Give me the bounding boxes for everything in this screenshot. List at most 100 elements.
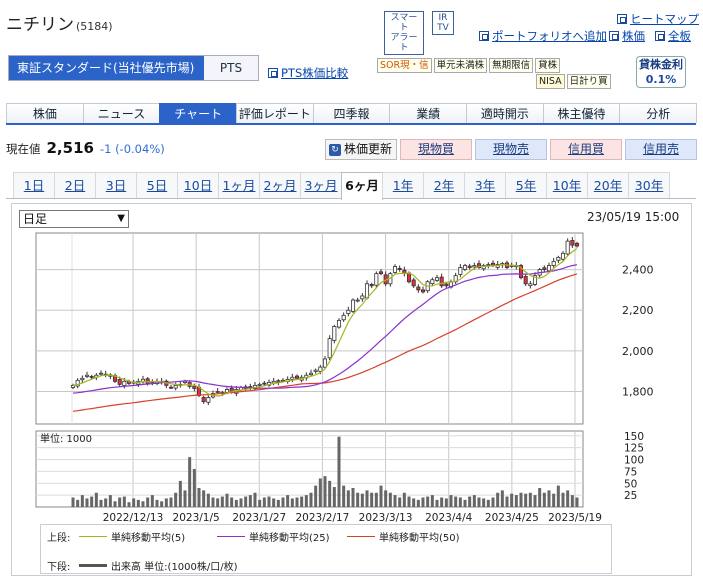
volume-bar [178,480,182,507]
period-tab[interactable]: 1ヶ月 [218,172,260,198]
volume-bar [188,457,192,507]
ir-tv-button[interactable]: IR TV [432,11,454,35]
window-icon [268,68,278,78]
stock-code: (5184) [76,20,113,33]
volume-bar [258,499,262,507]
date-tick-label: 2023/2/17 [296,512,350,524]
candle-body [215,391,220,393]
candle-body [346,309,351,314]
volume-bar [561,492,565,507]
nav-tab[interactable]: 適時開示 [466,103,544,123]
volume-bar [94,492,98,507]
date-tick-label: 2023/5/19 [548,512,602,524]
candle-body [444,283,449,287]
volume-bar [169,497,173,507]
volume-bar [524,493,528,507]
candle-body [336,319,342,328]
candle-body [364,283,370,299]
volume-bar [477,497,481,507]
spot-buy-button[interactable]: 現物買 [400,139,472,160]
period-tab[interactable]: 2日 [54,172,96,198]
date-tick-label: 2023/3/13 [359,512,413,524]
volume-bar [160,501,164,507]
volume-bar [206,493,210,507]
volume-bar [388,492,392,507]
candle-body [556,256,561,261]
nav-tab[interactable]: 評価レポート [236,103,314,123]
nav-tab[interactable]: 株価 [6,103,84,123]
nav-tab[interactable]: 業績 [389,103,468,123]
nav-tab[interactable]: チャート [159,103,238,123]
candle-body [98,372,104,375]
volume-bar [253,492,257,507]
smart-alert-button[interactable]: スマート アラート [384,11,424,55]
period-tab[interactable]: 3年 [464,172,506,198]
volume-bar [542,492,546,507]
volume-bar [113,501,117,507]
price-tick-label: 1,800 [622,385,654,398]
volume-bar [127,502,131,507]
legend-ma5: 単純移動平均(5) [79,529,185,544]
margin-buy-button[interactable]: 信用買 [550,139,622,160]
candle-body [528,283,533,287]
lending-rate-badge[interactable]: 貸株金利 0.1% [636,56,686,88]
refresh-button[interactable]: ↻ 株価更新 [325,139,397,160]
candle-body [378,271,384,275]
stock-price-link-text[interactable]: 株価 [622,29,645,43]
volume-bar [510,493,514,507]
full-board-link[interactable]: 全板 [655,28,691,44]
period-tab[interactable]: 6ヶ月 [341,172,383,200]
pts-compare-link[interactable]: PTS株価比較 [268,65,348,81]
volume-bar [220,496,224,507]
volume-bar [393,495,397,507]
nav-tab[interactable]: ニュース [82,103,161,123]
period-tab[interactable]: 10日 [177,172,219,198]
period-tab[interactable]: 2年 [423,172,465,198]
market-tse-standard[interactable]: 東証スタンダード(当社優先市場) [9,56,204,80]
market-pts[interactable]: PTS [204,56,258,80]
period-tab[interactable]: 1年 [382,172,424,198]
heatmap-link[interactable]: ヒートマップ [617,11,699,27]
date-tick-label: 2023/1/27 [232,512,286,524]
portfolio-link-text[interactable]: ポートフォリオへ追加 [492,29,607,43]
period-tab[interactable]: 20年 [587,172,629,198]
tag-lending: 貸株 [535,58,561,73]
candle-body [313,369,318,372]
legend-ma50-label: 単純移動平均(50) [379,533,460,544]
volume-bar [505,496,509,507]
candle-body [350,299,356,312]
candle-body [294,375,300,379]
volume-bar [421,497,425,507]
nav-tab[interactable]: 四季報 [312,103,391,123]
nav-tab[interactable]: 株主優待 [542,103,621,123]
stock-price-link[interactable]: 株価 [609,28,645,44]
volume-bar [309,492,313,507]
volume-bar [370,492,374,507]
volume-bar [398,497,402,507]
legend-upper-label: 上段: [47,529,70,544]
date-tick-label: 2022/12/13 [103,512,164,524]
full-board-link-text[interactable]: 全板 [668,29,691,43]
volume-bar [118,497,122,507]
candle-body [84,374,90,377]
spot-sell-button[interactable]: 現物売 [475,139,547,160]
date-tick-label: 2023/1/5 [173,512,220,524]
margin-sell-button[interactable]: 信用売 [625,139,697,160]
period-tab[interactable]: 3日 [95,172,137,198]
volume-bar [384,490,388,507]
volume-bar [538,488,542,507]
portfolio-link[interactable]: ポートフォリオへ追加 [479,28,607,44]
candle-body [462,265,468,270]
company-name: ニチリン [6,15,74,35]
price-plot-frame [35,232,584,425]
volume-bar [328,480,332,507]
interval-select[interactable]: 日足 ▼ [19,210,129,228]
ma5-line-swatch [79,536,107,537]
period-tab[interactable]: 10年 [546,172,588,198]
volume-bar [211,497,215,507]
heatmap-link-text[interactable]: ヒートマップ [630,12,699,26]
nav-tab[interactable]: 分析 [619,103,698,123]
period-tab[interactable]: 30年 [628,172,670,198]
pts-compare-link-text[interactable]: PTS株価比較 [281,66,349,80]
volume-bar [575,497,579,507]
